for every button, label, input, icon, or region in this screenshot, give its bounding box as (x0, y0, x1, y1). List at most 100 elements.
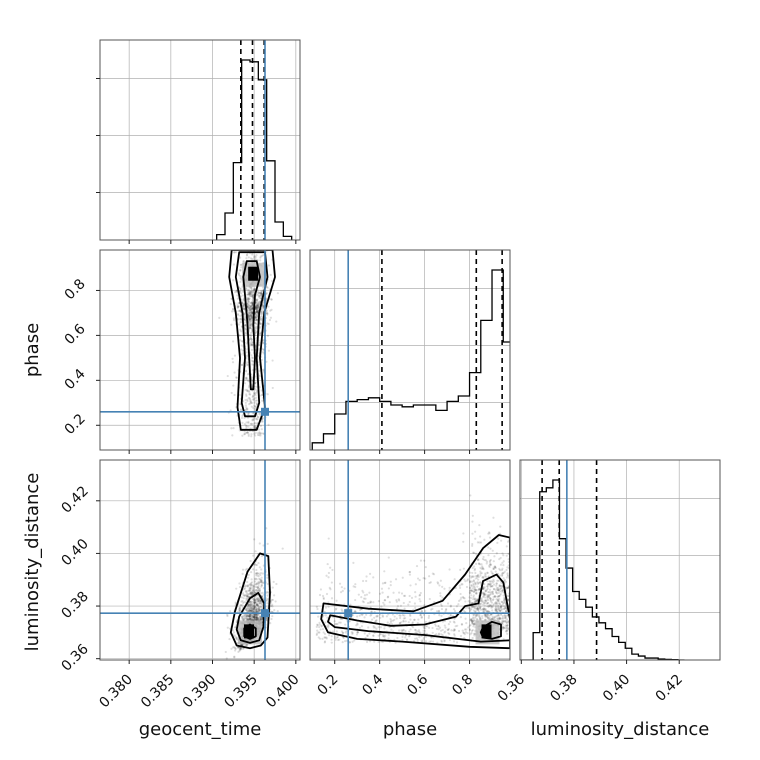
sample-point (250, 331, 253, 334)
sample-point (256, 433, 260, 437)
sample-point (254, 306, 257, 309)
sample-point (489, 604, 493, 608)
sample-point (471, 532, 474, 535)
sample-point (251, 608, 254, 611)
sample-point (395, 607, 399, 610)
sample-point (239, 295, 243, 298)
sample-point (261, 595, 264, 598)
sample-point (250, 376, 253, 379)
panel-phase-vs-geocent-time (96, 249, 301, 454)
sample-point (249, 589, 252, 592)
sample-point (493, 555, 496, 558)
sample-point (260, 293, 263, 296)
x-tick-label: 0.40 (600, 672, 633, 705)
sample-point (468, 591, 471, 594)
x-axis-label-luminosity-distance: luminosity_distance (531, 719, 710, 740)
sample-point (254, 325, 257, 328)
y-tick-label: 0.36 (58, 641, 91, 674)
sample-point (480, 600, 484, 603)
sample-point (351, 640, 354, 643)
sample-point (406, 639, 409, 642)
panel-background (520, 460, 720, 660)
sample-point (333, 636, 336, 639)
sample-point (441, 596, 444, 599)
sample-point (500, 590, 503, 593)
sample-point (260, 602, 263, 606)
sample-point (248, 391, 251, 394)
sample-point (473, 589, 477, 592)
sample-point (259, 321, 262, 325)
sample-point (489, 600, 492, 603)
sample-point (471, 621, 474, 625)
sample-point (255, 399, 258, 402)
sample-point (246, 301, 249, 304)
sample-point (257, 304, 260, 307)
sample-point (494, 615, 497, 618)
sample-point (251, 588, 254, 591)
sample-point (255, 314, 258, 317)
sample-point (479, 581, 482, 584)
sample-point (255, 306, 258, 309)
sample-point (266, 582, 269, 586)
sample-point (245, 394, 248, 398)
sample-point (265, 311, 268, 315)
sample-point (486, 560, 489, 563)
sample-point (316, 629, 319, 632)
sample-point (246, 302, 249, 306)
sample-point (255, 610, 259, 613)
sample-point (254, 609, 258, 612)
sample-point (423, 632, 426, 635)
sample-point (257, 613, 260, 617)
sample-point (246, 580, 249, 584)
sample-point (250, 314, 253, 317)
sample-point (257, 618, 260, 621)
sample-point (256, 574, 259, 577)
sample-point (250, 342, 253, 346)
sample-point (253, 397, 256, 400)
sample-point (499, 609, 502, 612)
sample-point (482, 595, 485, 598)
sample-point (484, 613, 487, 617)
sample-point (492, 592, 495, 596)
sample-point (248, 309, 252, 312)
sample-point (247, 291, 251, 295)
sample-point (247, 420, 250, 423)
sample-point (260, 394, 264, 397)
sample-point (358, 614, 361, 617)
sample-point (250, 318, 254, 321)
sample-point (376, 615, 379, 618)
sample-point (250, 608, 253, 612)
sample-point (462, 540, 465, 543)
sample-point (258, 302, 261, 305)
sample-point (243, 416, 246, 420)
sample-point (413, 602, 417, 605)
sample-point (478, 587, 481, 591)
sample-point (250, 323, 253, 326)
sample-point (464, 631, 468, 634)
sample-point (248, 604, 251, 607)
sample-point (450, 629, 453, 632)
sample-point (368, 601, 371, 604)
sample-point (226, 374, 229, 378)
sample-point (248, 318, 252, 321)
sample-point (360, 596, 363, 599)
sample-point (246, 584, 249, 587)
sample-point (456, 624, 459, 627)
sample-point (317, 615, 320, 618)
sample-point (254, 392, 257, 395)
sample-point (243, 614, 246, 617)
sample-point (473, 634, 476, 637)
sample-point (256, 582, 259, 586)
sample-point (259, 578, 262, 581)
sample-point (243, 308, 246, 311)
sample-point (245, 607, 249, 610)
sample-point (252, 597, 255, 601)
sample-point (238, 648, 241, 651)
sample-point (383, 635, 386, 638)
sample-point (472, 551, 476, 554)
sample-point (506, 595, 509, 598)
sample-point (390, 628, 393, 631)
sample-point (252, 600, 255, 603)
sample-point (254, 257, 257, 261)
sample-point (399, 616, 402, 620)
